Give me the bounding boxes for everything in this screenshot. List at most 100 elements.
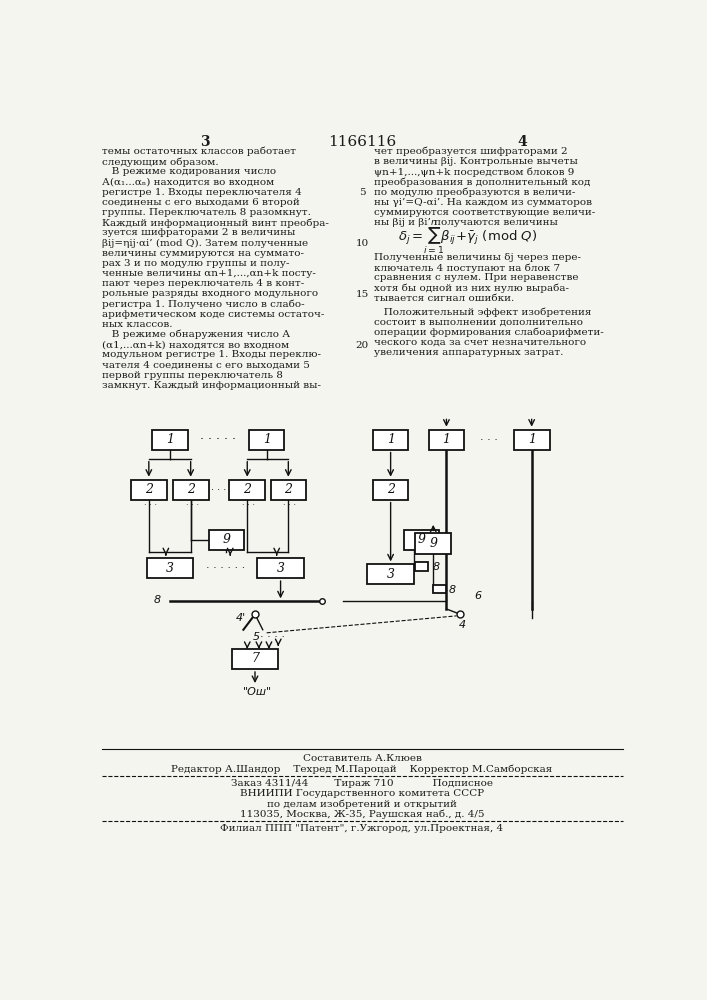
Bar: [230, 480, 265, 500]
Text: 2: 2: [243, 483, 251, 496]
Bar: [416, 562, 428, 571]
Text: · · ·: · · ·: [144, 500, 157, 510]
Text: темы остаточных классов работает: темы остаточных классов работает: [103, 147, 296, 156]
Text: 2: 2: [187, 483, 194, 496]
Text: В режиме обнаружения число А: В режиме обнаружения число А: [103, 330, 291, 339]
Text: суммируются соответствующие величи-: суммируются соответствующие величи-: [373, 208, 595, 217]
Bar: [373, 480, 409, 500]
Text: сравнения с нулем. При неравенстве: сравнения с нулем. При неравенстве: [373, 273, 578, 282]
Text: Каждый информационный винт преобра-: Каждый информационный винт преобра-: [103, 218, 329, 228]
Text: ченные величины αn+1,...,αn+k посту-: ченные величины αn+1,...,αn+k посту-: [103, 269, 316, 278]
Text: ВНИИПИ Государственного комитета СССР: ВНИИПИ Государственного комитета СССР: [240, 789, 484, 798]
Text: 1: 1: [165, 433, 174, 446]
Text: первой группы переключатель 8: первой группы переключатель 8: [103, 371, 284, 380]
Text: 1166116: 1166116: [328, 135, 396, 149]
Text: · · · · · ·: · · · · · ·: [206, 563, 245, 573]
Text: ψn+1,...,ψn+k посредством блоков 9: ψn+1,...,ψn+k посредством блоков 9: [373, 167, 574, 177]
Text: в величины βij. Контрольные вычеты: в величины βij. Контрольные вычеты: [373, 157, 578, 166]
Text: замкнут. Каждый информационный вы-: замкнут. Каждый информационный вы-: [103, 381, 321, 390]
Text: 7: 7: [251, 652, 259, 666]
Bar: [368, 564, 414, 584]
Text: "Ош": "Ош": [243, 687, 272, 697]
Text: 3: 3: [387, 568, 395, 581]
Bar: [271, 480, 306, 500]
Text: 5: 5: [358, 188, 366, 197]
Text: · · ·: · · ·: [480, 435, 498, 445]
Text: 2: 2: [145, 483, 153, 496]
Bar: [146, 558, 193, 578]
Text: ключатель 4 поступают на блок 7: ключатель 4 поступают на блок 7: [373, 263, 560, 273]
Text: Полученные величины δj через пере-: Полученные величины δj через пере-: [373, 253, 580, 262]
Text: 4': 4': [235, 613, 246, 623]
Bar: [249, 430, 284, 450]
Text: 4: 4: [459, 620, 466, 631]
Text: регистре 1. Входы переключателя 4: регистре 1. Входы переключателя 4: [103, 188, 302, 197]
Text: соединены с его выходами 6 второй: соединены с его выходами 6 второй: [103, 198, 300, 207]
Text: 3: 3: [276, 562, 285, 575]
Text: 3: 3: [165, 562, 174, 575]
Text: 1: 1: [527, 433, 536, 446]
Text: 10: 10: [356, 239, 368, 248]
Text: · · ·: · · ·: [211, 485, 226, 495]
Text: $\delta_j=\!\sum_{i=1}^{n}\!\beta_{ij}\!+\!\bar{\gamma}_j\ (\mathrm{mod}\ Q)$: $\delta_j=\!\sum_{i=1}^{n}\!\beta_{ij}\!…: [399, 218, 538, 257]
Text: Заказ 4311/44        Тираж 710            Подписное: Заказ 4311/44 Тираж 710 Подписное: [231, 779, 493, 788]
Text: ческого кода за счет незначительного: ческого кода за счет незначительного: [373, 338, 585, 347]
Text: рах 3 и по модулю группы и полу-: рах 3 и по модулю группы и полу-: [103, 259, 290, 268]
Text: 9: 9: [429, 537, 437, 550]
Text: Составитель А.Клюев: Составитель А.Клюев: [303, 754, 421, 763]
Text: зуется шифраторами 2 в величины: зуется шифраторами 2 в величины: [103, 228, 296, 237]
Text: увеличения аппаратурных затрат.: увеличения аппаратурных затрат.: [373, 348, 563, 357]
Text: хотя бы одной из них нулю выраба-: хотя бы одной из них нулю выраба-: [373, 283, 568, 293]
Text: 8: 8: [433, 562, 440, 572]
Text: 15: 15: [356, 290, 368, 299]
Text: 2: 2: [284, 483, 292, 496]
Text: · · ·: · · ·: [243, 500, 255, 510]
Text: Положительный эффект изобретения: Положительный эффект изобретения: [373, 308, 591, 317]
Bar: [404, 530, 440, 550]
Text: · · · ·: · · · ·: [259, 632, 284, 642]
Text: модульном регистре 1. Входы переклю-: модульном регистре 1. Входы переклю-: [103, 350, 321, 359]
Text: 2: 2: [387, 483, 395, 496]
Text: (α1,...αn+k) находятся во входном: (α1,...αn+k) находятся во входном: [103, 340, 289, 349]
Text: следующим образом.: следующим образом.: [103, 157, 219, 167]
Text: 6: 6: [474, 591, 481, 601]
Text: 8: 8: [153, 595, 160, 605]
Text: по делам изобретений и открытий: по делам изобретений и открытий: [267, 799, 457, 809]
Text: операции формирования слабоарифмети-: операции формирования слабоарифмети-: [373, 328, 603, 337]
Text: 4: 4: [518, 135, 527, 149]
Text: величины суммируются на суммато-: величины суммируются на суммато-: [103, 249, 304, 258]
Bar: [514, 430, 549, 450]
Text: Редактор А.Шандор    Техред М.Пароцай    Корректор М.Самборская: Редактор А.Шандор Техред М.Пароцай Корре…: [171, 764, 553, 774]
Text: 5: 5: [253, 632, 260, 642]
Text: А(α₁...αₙ) находится во входном: А(α₁...αₙ) находится во входном: [103, 177, 274, 186]
Text: 113035, Москва, Ж-35, Раушская наб., д. 4/5: 113035, Москва, Ж-35, Раушская наб., д. …: [240, 809, 484, 819]
Text: Филиал ППП "Патент", г.Ужгород, ул.Проектная, 4: Филиал ППП "Патент", г.Ужгород, ул.Проек…: [221, 824, 503, 833]
Bar: [257, 558, 304, 578]
Text: 1: 1: [443, 433, 450, 446]
Text: 9: 9: [222, 533, 230, 546]
Bar: [152, 430, 187, 450]
Text: ных классов.: ных классов.: [103, 320, 173, 329]
Text: преобразования в дополнительный код: преобразования в дополнительный код: [373, 177, 590, 187]
Text: пают через переключатель 4 в конт-: пают через переключатель 4 в конт-: [103, 279, 305, 288]
Text: тывается сигнал ошибки.: тывается сигнал ошибки.: [373, 294, 514, 303]
Text: 1: 1: [387, 433, 395, 446]
Text: 8: 8: [449, 585, 456, 595]
Text: βij=ηij·αi’ (mod Q). Затем полученные: βij=ηij·αi’ (mod Q). Затем полученные: [103, 238, 308, 248]
Bar: [373, 430, 409, 450]
Bar: [232, 649, 279, 669]
Text: чателя 4 соединены с его выходами 5: чателя 4 соединены с его выходами 5: [103, 360, 310, 369]
Text: 20: 20: [356, 341, 368, 350]
Text: регистра 1. Получено число в слабо-: регистра 1. Получено число в слабо-: [103, 299, 305, 309]
Text: группы. Переключатель 8 разомкнут.: группы. Переключатель 8 разомкнут.: [103, 208, 311, 217]
Text: 9: 9: [418, 533, 426, 546]
Bar: [131, 480, 167, 500]
Bar: [416, 533, 451, 554]
Text: по модулю преобразуются в величи-: по модулю преобразуются в величи-: [373, 188, 575, 197]
Text: · · ·: · · ·: [284, 500, 296, 510]
Bar: [433, 585, 445, 593]
Bar: [428, 430, 464, 450]
Text: · · · · ·: · · · · ·: [200, 433, 236, 446]
Text: · · ·: · · ·: [186, 500, 199, 510]
Text: 1: 1: [262, 433, 271, 446]
